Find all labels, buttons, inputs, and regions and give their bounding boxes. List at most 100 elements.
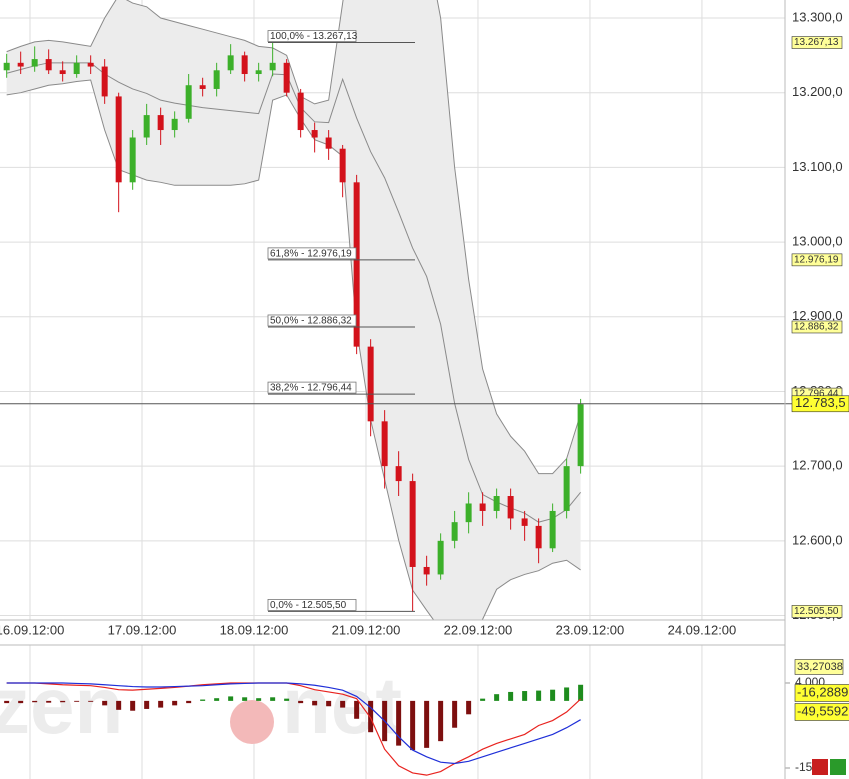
histogram-bar — [466, 700, 472, 715]
histogram-bar — [452, 700, 458, 728]
axis-value-box — [791, 36, 843, 49]
candle-body — [199, 85, 206, 89]
candle-body — [367, 346, 374, 422]
candle-body — [339, 148, 346, 183]
candle-body — [115, 96, 122, 183]
histogram-bar — [424, 700, 430, 748]
signal-line — [6, 682, 581, 765]
band-area — [6, 0, 581, 620]
histogram-bar — [18, 700, 24, 704]
band-line — [6, 79, 581, 620]
candle-body — [423, 566, 430, 575]
histogram-bar — [228, 696, 234, 701]
axes: 16.09.12:00 17.09.12:00 18.09.12:00 21.09.1… — [0, 9, 849, 774]
histogram-bar — [340, 700, 346, 708]
x-tick-label: 24.09.12:00 — [668, 622, 737, 637]
tool-button[interactable] — [830, 759, 846, 775]
watermark-dot — [230, 700, 274, 744]
fib-label-box — [267, 381, 357, 394]
histogram-bar — [312, 700, 318, 706]
y-tick-label: 13.200,0 — [792, 84, 843, 99]
fib-label-box — [267, 599, 357, 611]
candle-body — [283, 62, 290, 93]
histogram-bar — [116, 700, 122, 710]
candle-body — [381, 421, 388, 467]
candle-body — [297, 92, 304, 131]
x-tick-label: 21.09.12:00 — [332, 622, 401, 637]
histogram-bar — [158, 700, 164, 708]
y-tick-label: 13.100,0 — [792, 159, 843, 174]
axis-value-label: 12.886,32 — [794, 322, 839, 333]
axis-value-label: 12.796,44 — [794, 389, 839, 400]
candle-body — [185, 85, 192, 119]
macd-panel: zen net — [0, 645, 703, 779]
histogram-bar — [88, 700, 94, 702]
fib-label-box — [267, 247, 357, 260]
value-box — [794, 659, 844, 675]
x-tick-label: 18.09.12:00 — [220, 622, 289, 637]
candle-body — [45, 59, 52, 71]
last-price-label: 12.783,5 — [795, 395, 846, 410]
tool-button[interactable] — [812, 759, 828, 775]
histogram-bar — [396, 700, 402, 746]
candle-body — [507, 496, 514, 519]
candle-body — [395, 466, 402, 482]
histogram-bar — [298, 700, 304, 704]
axis-value-box — [791, 253, 843, 267]
histogram-bar — [144, 700, 150, 709]
histogram-bar — [270, 697, 276, 701]
fib-label: 38,2% - 12.796,44 — [270, 383, 352, 394]
candle-body — [311, 130, 318, 138]
histogram-bar — [410, 700, 416, 751]
x-tick-label: 23.09.12:00 — [556, 622, 625, 637]
candle-body — [493, 496, 500, 511]
axis-value-label: 13.267,13 — [794, 37, 839, 48]
candle-body — [31, 59, 38, 67]
histogram-bar — [508, 691, 514, 701]
candle-body — [255, 70, 262, 75]
value-box-label: -49,5592 — [797, 703, 848, 718]
x-tick-label: 17.09.12:00 — [108, 622, 177, 637]
y-tick-label: -15 — [795, 760, 813, 774]
histogram-bar — [46, 700, 52, 703]
histogram-bar — [536, 690, 542, 701]
histogram-bar — [480, 698, 486, 701]
candle-body — [577, 404, 584, 467]
candle-body — [101, 66, 108, 97]
histogram-bar — [74, 700, 80, 702]
histogram-bar — [284, 698, 290, 701]
candle-body — [521, 518, 528, 526]
last-price-box — [791, 395, 849, 413]
watermark: zen — [0, 661, 123, 750]
axis-value-box — [791, 320, 843, 334]
fib-label: 61,8% - 12.976,19 — [270, 248, 352, 259]
histogram-bar — [564, 687, 570, 701]
candle-body — [87, 62, 94, 67]
histogram-bar — [522, 691, 528, 701]
candle-body — [325, 137, 332, 149]
y-tick-label: 12.600,0 — [792, 532, 843, 547]
candle-body — [241, 55, 248, 75]
candle-body — [409, 481, 416, 567]
axis-value-label: 12.505,50 — [794, 606, 839, 617]
fib-label-box — [267, 314, 357, 327]
candle-body — [213, 70, 220, 89]
axis-value-label: 12.976,19 — [794, 254, 839, 265]
histogram-bar — [354, 700, 360, 719]
histogram-bar — [60, 700, 66, 703]
candle-body — [479, 503, 486, 511]
candle-body — [17, 62, 24, 67]
histogram-bar — [214, 698, 220, 701]
histogram-bar — [326, 700, 332, 707]
value-box-label: 33,27038 — [797, 661, 843, 673]
candle-body — [269, 62, 276, 71]
histogram-bar — [256, 698, 262, 701]
candle-body — [143, 115, 150, 138]
histogram-bar — [130, 700, 136, 711]
histogram-bar — [438, 700, 444, 742]
histogram-bar — [368, 700, 374, 733]
candle-body — [3, 62, 10, 71]
candle-body — [465, 503, 472, 523]
histogram-bar — [172, 700, 178, 706]
